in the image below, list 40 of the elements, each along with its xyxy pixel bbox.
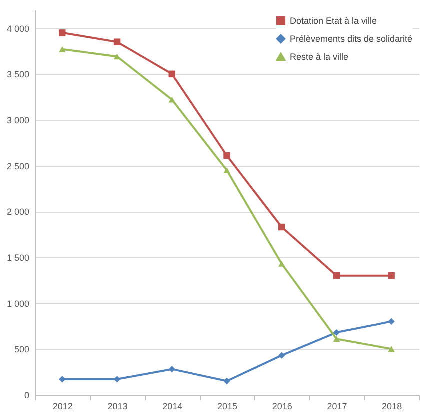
y-tick-label: 2 000	[6, 207, 30, 218]
point	[278, 224, 286, 231]
point	[224, 378, 230, 385]
point	[333, 329, 340, 336]
point	[388, 346, 395, 352]
x-tick-label: 2018	[382, 402, 402, 412]
y-tick-label: 4 000	[6, 24, 30, 34]
point	[388, 318, 395, 326]
legend-label: Dotation Etat à la ville	[290, 16, 378, 26]
point	[333, 272, 340, 280]
point	[59, 46, 66, 52]
y-tick-label: 1 000	[6, 298, 30, 309]
point	[168, 96, 176, 103]
point	[168, 366, 176, 373]
y-tick-label: 0	[24, 390, 30, 400]
y-tick-label: 3 000	[6, 116, 30, 126]
point	[388, 272, 395, 280]
x-tick-label: 2014	[162, 402, 183, 412]
x-tick-label: 2017	[327, 402, 348, 412]
y-tick-label: 3 500	[6, 70, 30, 80]
point	[168, 70, 176, 78]
point	[59, 376, 66, 383]
point	[224, 152, 230, 160]
y-tick-label: 500	[14, 344, 30, 355]
x-tick-label: 2013	[108, 402, 128, 412]
y-tick-label: 1 500	[6, 253, 30, 263]
y-tick-label: 2 500	[6, 161, 30, 172]
x-tick-label: 2012	[52, 402, 73, 412]
point	[278, 261, 286, 267]
point	[278, 352, 286, 359]
point	[114, 376, 121, 383]
x-tick-label: 2016	[272, 402, 292, 412]
x-tick-label: 2015	[217, 402, 238, 412]
point	[59, 30, 66, 36]
point	[114, 54, 121, 60]
legend-label: Reste à la ville	[290, 52, 349, 62]
point	[114, 38, 121, 46]
point	[224, 168, 230, 174]
point	[333, 336, 340, 342]
legend-label: Prélèvements dits de solidarité	[290, 34, 413, 44]
